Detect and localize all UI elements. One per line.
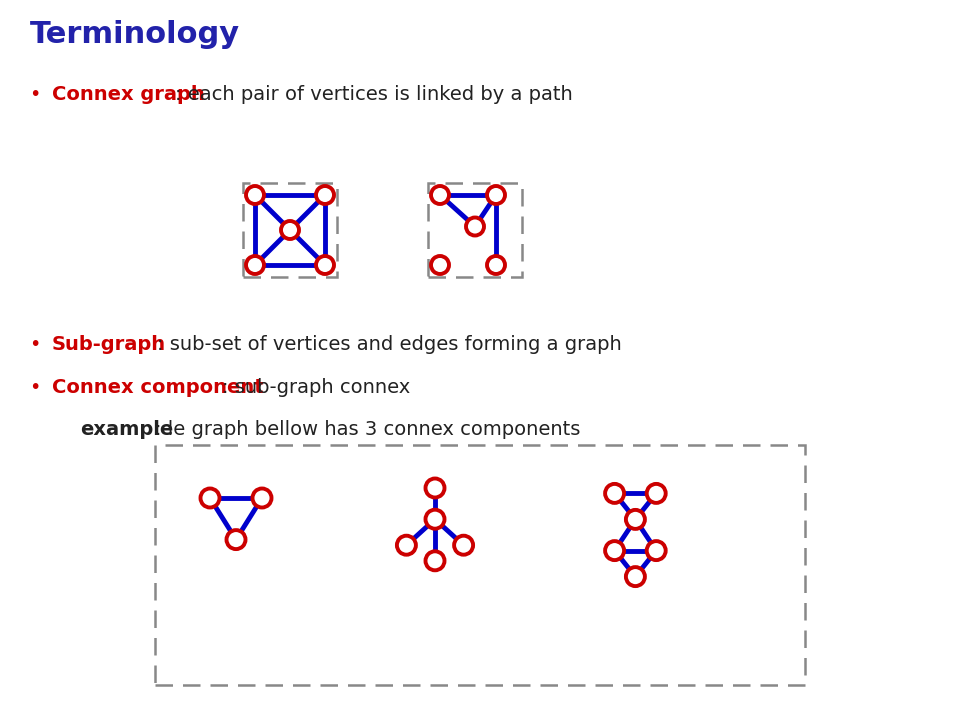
Text: : sub-set of vertices and edges forming a graph: : sub-set of vertices and edges forming … xyxy=(157,335,622,354)
Circle shape xyxy=(425,552,444,570)
Circle shape xyxy=(487,256,505,274)
Circle shape xyxy=(281,221,299,239)
Circle shape xyxy=(201,488,220,508)
Text: : le graph bellow has 3 connex components: : le graph bellow has 3 connex component… xyxy=(155,420,581,439)
Text: : sub-graph connex: : sub-graph connex xyxy=(222,378,410,397)
Circle shape xyxy=(647,541,665,560)
Circle shape xyxy=(431,186,449,204)
Text: Sub-graph: Sub-graph xyxy=(52,335,166,354)
Text: •: • xyxy=(30,335,48,354)
Circle shape xyxy=(605,541,624,560)
Circle shape xyxy=(626,567,645,586)
Text: Terminology: Terminology xyxy=(30,20,240,49)
Circle shape xyxy=(252,488,272,508)
Circle shape xyxy=(227,530,246,549)
Circle shape xyxy=(431,256,449,274)
Circle shape xyxy=(316,256,334,274)
Circle shape xyxy=(487,186,505,204)
Text: Connex graph: Connex graph xyxy=(52,85,204,104)
Circle shape xyxy=(647,484,665,503)
Circle shape xyxy=(605,484,624,503)
Circle shape xyxy=(454,536,473,554)
Circle shape xyxy=(466,217,484,235)
Text: •: • xyxy=(30,85,48,104)
Text: •: • xyxy=(30,378,48,397)
Circle shape xyxy=(425,479,444,498)
Circle shape xyxy=(396,536,416,554)
Circle shape xyxy=(316,186,334,204)
Text: : each pair of vertices is linked by a path: : each pair of vertices is linked by a p… xyxy=(175,85,573,104)
Circle shape xyxy=(626,510,645,529)
Circle shape xyxy=(425,510,444,528)
Text: Connex component: Connex component xyxy=(52,378,264,397)
Circle shape xyxy=(246,186,264,204)
Circle shape xyxy=(246,256,264,274)
Text: example: example xyxy=(80,420,173,439)
